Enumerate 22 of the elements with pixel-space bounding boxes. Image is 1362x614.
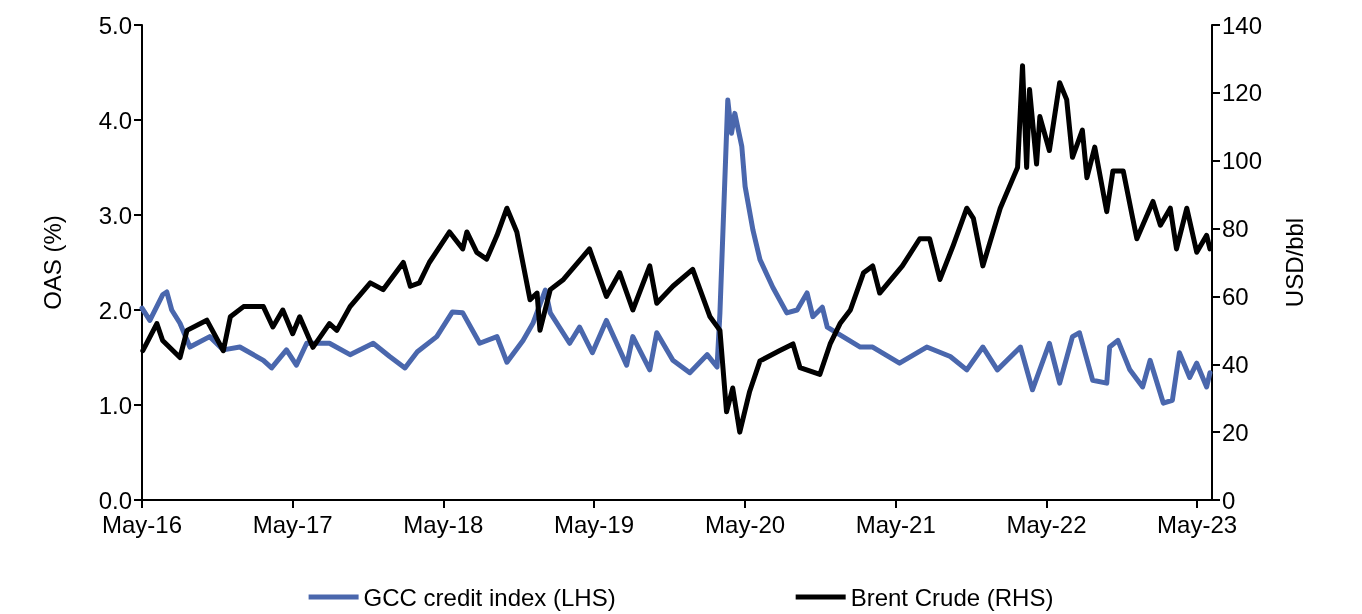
x-tick-label: May-19 <box>554 510 635 538</box>
y2-axis-title: USD/bbl <box>1280 217 1308 308</box>
y-tick-label: 1.0 <box>98 391 132 419</box>
x-tick-label: May-18 <box>403 510 484 538</box>
x-tick-label: May-20 <box>705 510 786 538</box>
y2-tick-label: 40 <box>1222 350 1249 378</box>
y-axis-title: OAS (%) <box>38 215 66 310</box>
y2-tick-label: 140 <box>1222 11 1263 39</box>
y2-tick-label: 120 <box>1222 79 1263 107</box>
x-tick-label: May-17 <box>252 510 333 538</box>
y2-tick-label: 80 <box>1222 215 1249 243</box>
y-tick-label: 3.0 <box>98 201 132 229</box>
x-tick-label: May-22 <box>1006 510 1087 538</box>
x-tick-label: May-21 <box>855 510 936 538</box>
y-tick-label: 4.0 <box>98 106 132 134</box>
y2-tick-label: 60 <box>1222 282 1249 310</box>
legend-label: GCC credit index (LHS) <box>363 583 616 611</box>
legend-label: Brent Crude (RHS) <box>850 583 1054 611</box>
y-tick-label: 5.0 <box>98 11 132 39</box>
y-tick-label: 2.0 <box>98 296 132 324</box>
y2-tick-label: 20 <box>1222 418 1249 446</box>
y2-tick-label: 100 <box>1222 147 1263 175</box>
